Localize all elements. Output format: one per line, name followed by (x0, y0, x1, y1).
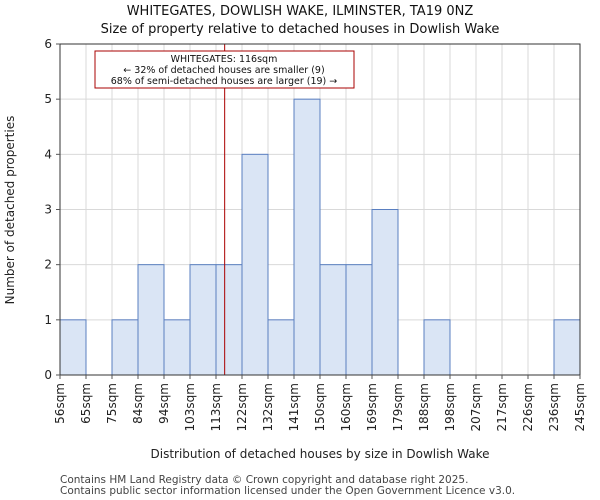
y-tick-label: 6 (44, 37, 52, 51)
x-tick-label: 122sqm (235, 383, 249, 431)
histogram-bar (293, 98, 321, 376)
footer-line-2: Contains public sector information licen… (60, 485, 516, 497)
annotation-box: WHITEGATES: 116sqm ← 32% of detached hou… (94, 50, 355, 89)
histogram-bar (189, 264, 217, 376)
x-tick-label: 103sqm (183, 383, 197, 431)
x-tick-label: 188sqm (417, 383, 431, 431)
x-tick-label: 169sqm (365, 383, 379, 431)
histogram-bar (111, 319, 139, 376)
y-tick-label: 2 (44, 258, 52, 272)
x-tick-label: 207sqm (469, 383, 483, 431)
y-tick-label: 4 (44, 147, 52, 161)
histogram-bar (215, 264, 243, 376)
y-axis-label: Number of detached properties (3, 116, 17, 305)
y-tick-label: 3 (44, 203, 52, 217)
histogram-bar (553, 319, 581, 376)
x-tick-label: 113sqm (209, 383, 223, 431)
x-tick-label: 84sqm (131, 383, 145, 424)
x-tick-label: 56sqm (53, 383, 67, 424)
histogram-bar (241, 153, 269, 376)
histogram-bar (267, 319, 295, 376)
x-tick-label: 150sqm (313, 383, 327, 431)
histogram-bar (319, 264, 347, 376)
histogram-bar (59, 319, 87, 376)
y-tick-label: 0 (44, 368, 52, 382)
x-tick-label: 94sqm (157, 383, 171, 424)
chart-title: WHITEGATES, DOWLISH WAKE, ILMINSTER, TA1… (126, 4, 474, 19)
x-axis-label: Distribution of detached houses by size … (151, 447, 490, 461)
x-tick-label: 75sqm (105, 383, 119, 424)
histogram-bar (371, 209, 399, 376)
x-tick-label: 226sqm (521, 383, 535, 431)
footer-line-1: Contains HM Land Registry data © Crown c… (60, 474, 469, 486)
annotation-line-3: 68% of semi-detached houses are larger (… (111, 76, 338, 87)
histogram-bar (137, 264, 165, 376)
x-tick-label: 141sqm (287, 383, 301, 431)
chart-subtitle: Size of property relative to detached ho… (100, 22, 500, 37)
y-tick-label: 5 (44, 92, 52, 106)
histogram-bar (345, 264, 373, 376)
x-tick-label: 217sqm (495, 383, 509, 431)
x-tick-label: 160sqm (339, 383, 353, 431)
x-tick-label: 236sqm (547, 383, 561, 431)
x-tick-label: 132sqm (261, 383, 275, 431)
histogram-bar (163, 319, 191, 376)
x-tick-label: 65sqm (79, 383, 93, 424)
annotation-line-1: WHITEGATES: 116sqm (171, 54, 278, 65)
histogram-bar (423, 319, 451, 376)
y-tick-label: 1 (44, 313, 52, 327)
annotation-line-2: ← 32% of detached houses are smaller (9) (123, 65, 324, 76)
x-tick-label: 198sqm (443, 383, 457, 431)
ticks-layer: 0 1 2 3 4 5 6 56sqm 65sqm 75sqm 84sqm 94sqm 103sqm 11… (44, 37, 587, 431)
x-tick-label: 245sqm (573, 383, 587, 431)
x-tick-label: 179sqm (391, 383, 405, 431)
